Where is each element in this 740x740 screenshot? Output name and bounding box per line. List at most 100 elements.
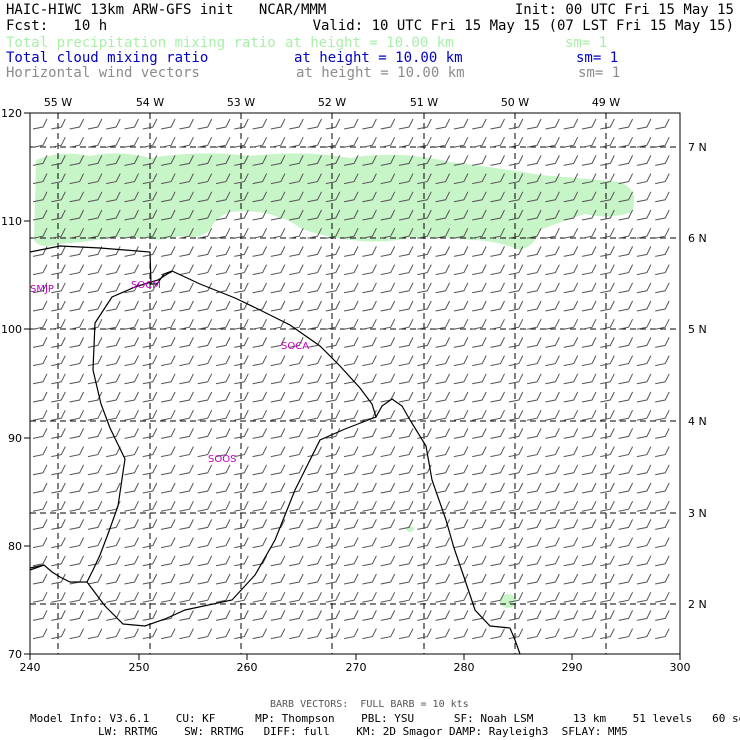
wind-barb [581,409,597,421]
wind-barb [563,500,579,512]
wind-barb [453,610,469,621]
wind-barb [124,264,139,276]
wind-barb [581,573,597,585]
wind-barb [197,628,213,640]
field-cloud-name: Total cloud mixing ratio [6,50,209,66]
y-axis-ticks [24,112,30,655]
wind-barb [636,464,652,476]
wind-barb [32,464,48,476]
wind-barb [453,209,469,221]
wind-barb [32,446,48,458]
wind-barb [106,337,121,348]
wind-barb [362,591,377,603]
wind-barb [325,337,341,348]
wind-barb [197,464,213,476]
wind-barb [69,173,85,185]
wind-barb [124,537,139,549]
wind-barb [398,628,414,640]
wind-barb [655,118,670,130]
wind-barb [545,246,560,257]
wind-barb [106,610,121,621]
wind-barb [51,555,66,567]
wind-barb [325,610,341,621]
wind-barb [344,300,359,312]
wind-barb [600,519,615,530]
wind-barb [545,337,560,348]
wind-barb [453,482,469,494]
wind-barb [545,300,560,312]
wind-barb [87,191,103,203]
wind-barb [600,337,615,348]
wind-barb [252,264,268,276]
wind-barb [600,209,615,221]
wind-barb [106,300,121,312]
wind-barb [179,573,194,585]
wind-barb [417,227,432,239]
wind-barb [563,519,579,530]
wind-barb [435,300,451,312]
y-tick-110: 110 [1,215,22,228]
wind-barb [472,300,487,312]
wind-barb [234,409,249,421]
wind-barb [618,573,634,585]
wind-barb [508,191,524,203]
wind-barb [490,118,505,130]
wind-barb [69,282,85,294]
wind-barb [472,318,487,330]
wind-barb [344,500,359,512]
wind-barb [490,500,505,512]
wind-barb [398,591,414,603]
wind-barb [581,173,597,185]
wind-barb [51,591,66,603]
wind-barb [142,537,158,549]
wind-barb [581,519,597,530]
wind-barb [51,209,66,221]
wind-barb [545,555,560,567]
wind-barb [325,500,341,512]
wind-barb [527,337,542,348]
wind-barb [234,573,249,585]
wind-barb [325,519,341,530]
wind-barb [344,337,359,348]
wind-barb [508,318,524,330]
wind-barb [508,519,524,530]
wind-barb [490,409,505,421]
wind-barb [179,428,194,439]
wind-barb [380,300,396,312]
wind-barb [417,537,432,549]
wind-barb [398,573,414,585]
wind-barb [142,318,158,330]
wind-barb [234,118,249,130]
wind-barb [234,191,249,203]
wind-barb [124,573,139,585]
wind-barb [197,337,213,348]
wind-barb [527,482,542,494]
wind-barb [362,500,377,512]
wind-barb [636,246,652,257]
wind-barb [490,318,505,330]
wind-barb [508,173,524,185]
wind-barb [417,300,432,312]
wind-barb [344,173,359,185]
wind-barb [344,482,359,494]
wind-barb [215,246,231,257]
wind-barb [636,209,652,221]
wind-barb [215,155,231,166]
wind-barb [87,227,103,239]
wind-barb [527,591,542,603]
wind-barb [289,191,304,203]
wind-barb [636,628,652,640]
wind-barb [142,118,158,130]
wind-barb [417,246,432,257]
wind-barb [398,519,414,530]
wind-barb [124,500,139,512]
wind-barb [215,500,231,512]
wind-barb [618,628,634,640]
wind-barb [380,573,396,585]
wind-barb [32,610,48,621]
wind-barb [179,446,194,458]
wind-barb [344,610,359,621]
wind-barb [197,118,213,130]
wind-barb [398,337,414,348]
wind-barb [197,446,213,458]
